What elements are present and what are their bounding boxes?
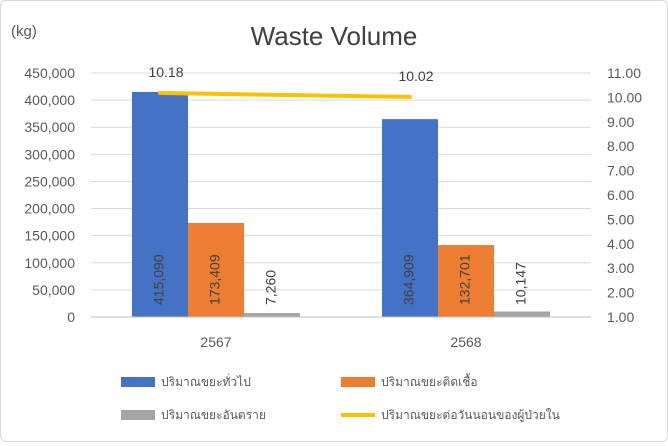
line-series: 10.18 10.02 <box>148 64 434 99</box>
y-right-tick-label: 10.00 <box>607 89 642 105</box>
y-left-tick-label: 250,000 <box>24 173 75 189</box>
bar-data-label: 415,090 <box>151 254 167 305</box>
y-left-tick-label: 450,000 <box>24 65 75 81</box>
x-axis: 2567 2568 <box>91 316 591 350</box>
y-left-tick-label: 300,000 <box>24 146 75 162</box>
bar-data-label: 10,147 <box>513 262 529 305</box>
y-axis-unit-label: (kg) <box>11 23 37 40</box>
legend-swatch <box>121 410 155 420</box>
y-right-tick-label: 9.00 <box>607 114 634 130</box>
line-data-label: 10.18 <box>148 64 183 80</box>
bar-data-label: 364,909 <box>401 254 417 305</box>
x-tick-label: 2568 <box>450 334 481 350</box>
y-right-tick-label: 8.00 <box>607 138 634 154</box>
y-right-tick-label: 2.00 <box>607 285 634 301</box>
y-left-tick-label: 150,000 <box>24 228 75 244</box>
bar-data-label: 7,260 <box>263 270 279 305</box>
chart-title: Waste Volume <box>251 21 418 51</box>
bar <box>494 311 550 317</box>
bar <box>132 91 188 317</box>
y-left-tick-label: 0 <box>67 309 75 325</box>
y-left-tick-label: 100,000 <box>24 255 75 271</box>
bar <box>188 222 244 317</box>
y-right-tick-label: 6.00 <box>607 187 634 203</box>
y-left-tick-label: 350,000 <box>24 119 75 135</box>
y-right-tick-label: 1.00 <box>607 309 634 325</box>
legend-label: ปริมาณขยะติดเชื้อ <box>381 373 478 389</box>
legend: ปริมาณขยะทั่วไป ปริมาณขยะติดเชื้อปริมาณขย… <box>121 373 560 423</box>
y-left-tick-label: 200,000 <box>24 201 75 217</box>
legend-label: ปริมาณขยะต่อวันนอนของผู้ป่วยใน <box>381 408 560 423</box>
legend-label: ปริมาณขยะทั่วไป <box>161 373 251 389</box>
bar <box>244 313 300 317</box>
x-tick-label: 2567 <box>200 334 231 350</box>
legend-label: ปริมาณขยะอันตราย <box>161 408 266 422</box>
right-axis: 1.00 2.00 3.00 4.00 5.00 6.00 7.00 8.00 9.00 10.0… <box>607 65 642 325</box>
y-left-tick-label: 400,000 <box>24 92 75 108</box>
bar <box>382 119 438 317</box>
left-axis: 0 50,000 100,000 150,000 200,000 250,000 300,0… <box>24 65 75 325</box>
y-right-tick-label: 11.00 <box>607 65 641 81</box>
bar-data-label: 173,409 <box>207 254 223 305</box>
legend-swatch <box>121 377 155 387</box>
y-right-tick-label: 3.00 <box>607 260 634 276</box>
y-right-tick-label: 4.00 <box>607 236 634 252</box>
line-path <box>158 91 412 99</box>
y-right-tick-label: 7.00 <box>607 163 634 179</box>
line-data-label: 10.02 <box>398 68 433 84</box>
bar-data-label: 132,701 <box>457 254 473 305</box>
y-left-tick-label: 50,000 <box>32 282 75 298</box>
legend-swatch <box>341 377 375 387</box>
y-right-tick-label: 5.00 <box>607 211 634 227</box>
bars: 415,090 364,909 173,409 132,701 7,260 10,147 <box>132 91 550 317</box>
bar <box>438 245 494 317</box>
